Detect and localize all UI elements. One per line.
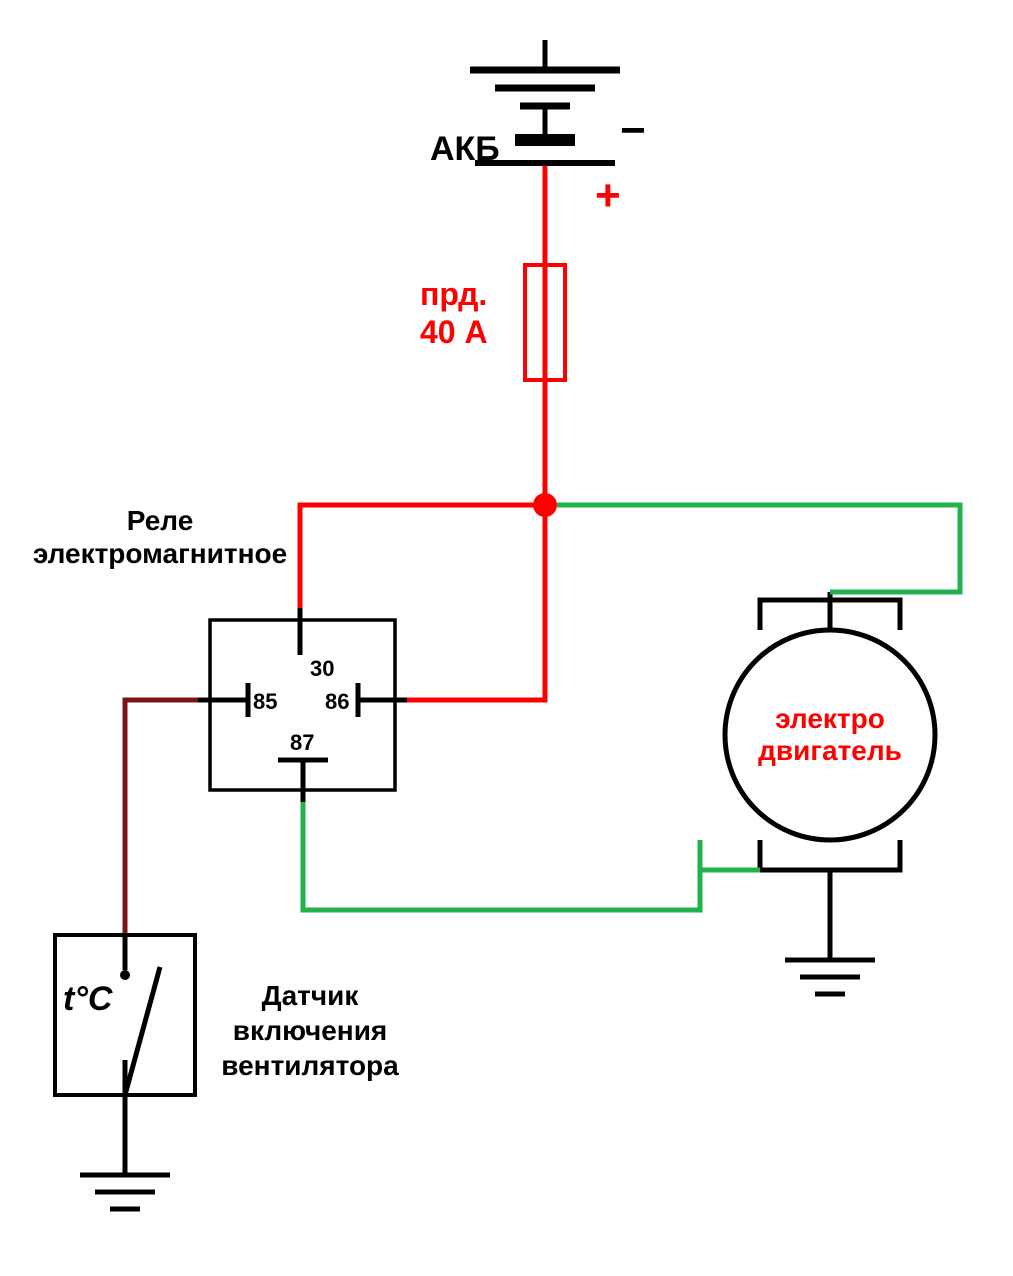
motor-label-1: электро [775,703,885,734]
sensor-ground-icon [80,1175,170,1209]
fuse-icon [525,265,565,380]
sensor-label-3: вентилятора [221,1050,399,1081]
relay-label-1: Реле [127,505,194,536]
relay-label-2: электромагнитное [33,538,287,569]
battery-label: АКБ [430,130,500,168]
wire-junction-to-relay86 [407,505,545,700]
wire-junction-to-relay30 [300,505,545,608]
wire-relay87-to-motor-ext [700,870,760,910]
wire-relay87-to-motor [303,802,700,910]
wire-relay85-to-sensor [125,700,198,935]
relay-pin-86: 86 [325,689,349,714]
relay-icon [198,608,407,802]
battery-minus-label: − [620,106,646,155]
wire-junction-to-motor-top [557,505,960,592]
motor-ground-icon [785,960,875,994]
temp-sensor-label: t°C [63,980,113,1018]
relay-pin-30: 30 [310,656,334,681]
relay-pin-85: 85 [253,689,277,714]
sensor-label-2: включения [233,1015,388,1046]
battery-plus-label: + [595,171,621,220]
relay-pin-87: 87 [290,730,314,755]
fuse-label-2: 40 А [420,314,488,350]
top-ground-icon [470,40,620,106]
fuse-label-1: прд. [420,276,487,312]
sensor-label-1: Датчик [262,980,360,1011]
motor-label-2: двигатель [758,735,902,766]
